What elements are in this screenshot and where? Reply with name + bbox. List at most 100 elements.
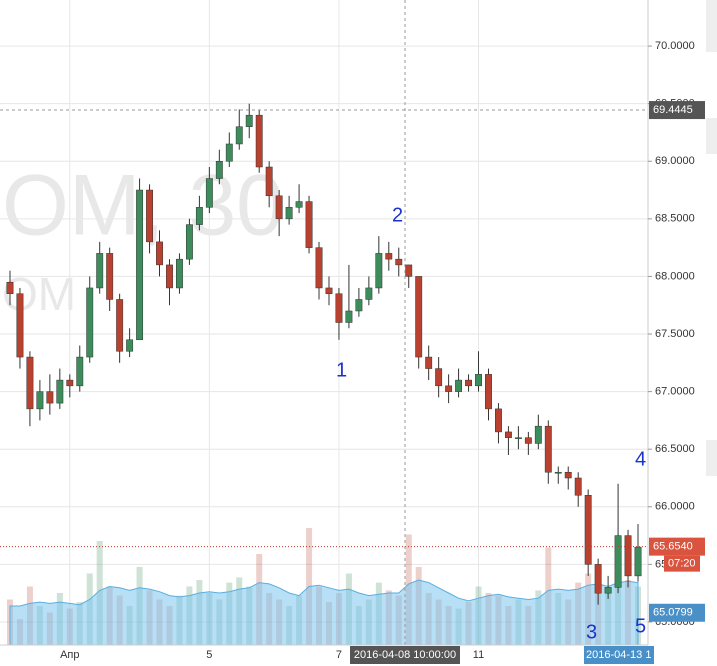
candle-body xyxy=(96,253,104,289)
candle-body xyxy=(634,546,642,577)
candle-body xyxy=(36,391,44,410)
candle-body xyxy=(365,287,373,300)
y-tick-label: 68.5000 xyxy=(655,213,695,225)
crosshair-time-box xyxy=(350,646,460,664)
candle-body xyxy=(295,201,303,208)
last-time-box xyxy=(584,646,654,664)
candle-body xyxy=(166,264,173,289)
crosshair-price: 69.4445 xyxy=(653,104,693,116)
wave-label: 4 xyxy=(635,448,646,470)
y-tick-label: 69.0000 xyxy=(655,155,695,167)
candle-body xyxy=(345,310,353,323)
candle-body xyxy=(156,241,163,266)
x-tick-label: 11 xyxy=(473,649,484,661)
last-time: 2016-04-13 1 xyxy=(586,649,651,661)
candle-body xyxy=(504,431,512,438)
candle-body xyxy=(146,189,153,243)
axis-layer: 65.000065.500066.000066.500067.000067.50… xyxy=(60,40,705,661)
candle-body xyxy=(205,178,213,208)
candle-body xyxy=(594,564,602,594)
candle-body xyxy=(385,253,393,260)
wave-label: 1 xyxy=(336,359,347,381)
candle-body xyxy=(425,356,433,369)
candle-body xyxy=(116,299,124,352)
candle-body xyxy=(584,495,592,565)
wave-label: 3 xyxy=(586,621,597,643)
y-tick-label: 67.5000 xyxy=(655,328,695,340)
candle-body xyxy=(6,281,14,294)
candle-body xyxy=(514,437,522,439)
candle-body xyxy=(235,126,243,145)
candle-body xyxy=(76,356,84,387)
candle-body xyxy=(375,253,383,289)
candle-body xyxy=(445,385,453,392)
candle-body xyxy=(564,471,572,479)
candle-layer xyxy=(0,103,648,605)
indicator-price-box xyxy=(649,603,705,622)
candle-body xyxy=(136,189,144,341)
candle-body xyxy=(455,379,463,392)
x-tick-label: 5 xyxy=(206,649,212,661)
countdown-box xyxy=(664,555,700,572)
candle-body xyxy=(265,166,273,197)
wave-label: 5 xyxy=(635,615,646,637)
candle-body xyxy=(544,425,552,473)
y-tick-label: 68.0000 xyxy=(655,270,695,282)
candle-body xyxy=(176,258,183,289)
candle-body xyxy=(275,195,283,220)
y-tick-label: 70.0000 xyxy=(655,40,695,52)
y-tick-label: 66.5000 xyxy=(655,443,695,455)
side-panel xyxy=(706,440,717,476)
candle-body xyxy=(604,587,612,594)
volume-layer xyxy=(6,528,642,646)
last-price: 65.6540 xyxy=(653,541,693,553)
candle-body xyxy=(106,253,114,300)
candle-body xyxy=(475,374,482,387)
candle-body xyxy=(66,379,74,387)
candle-body xyxy=(355,299,363,312)
candle-body xyxy=(624,535,632,577)
candle-body xyxy=(495,408,502,433)
candle-body xyxy=(195,207,203,225)
candle-body xyxy=(215,161,223,179)
x-tick-label: Апр xyxy=(60,649,79,661)
candle-body xyxy=(574,477,582,496)
y-tick-label: 66.0000 xyxy=(655,501,695,513)
candle-body xyxy=(395,258,403,266)
candle-body xyxy=(335,293,343,323)
indicator-price: 65.0799 xyxy=(653,607,693,619)
candle-body xyxy=(255,114,263,168)
candle-body xyxy=(485,374,492,410)
wave-label: 2 xyxy=(392,204,403,226)
candle-body xyxy=(325,287,333,294)
candle-body xyxy=(524,437,532,444)
candle-body xyxy=(554,471,562,474)
candle-body xyxy=(534,425,542,444)
side-panel xyxy=(706,118,717,154)
side-panel xyxy=(706,0,717,52)
watermark-small: OM xyxy=(2,268,76,320)
candle-body xyxy=(614,535,622,588)
candle-body xyxy=(16,293,24,358)
candle-body xyxy=(305,201,313,248)
candle-body xyxy=(86,287,94,358)
candle-body xyxy=(225,143,233,162)
candle-body xyxy=(126,339,134,352)
candle-body xyxy=(245,114,253,127)
crosshair-price-box xyxy=(649,101,705,120)
candle-body xyxy=(315,247,323,289)
y-tick-label: 67.0000 xyxy=(655,386,695,398)
volume-average-area xyxy=(9,579,639,646)
candle-body xyxy=(415,276,423,358)
candle-body xyxy=(405,264,413,277)
candle-body xyxy=(435,368,443,387)
last-price-box xyxy=(649,537,705,556)
candle-body xyxy=(46,391,54,404)
crosshair-time: 2016-04-08 10:00:00 xyxy=(354,649,456,661)
candle-body xyxy=(285,207,293,220)
candle-body xyxy=(56,379,64,404)
candle-body xyxy=(465,379,472,387)
x-tick-label: 7 xyxy=(336,649,342,661)
